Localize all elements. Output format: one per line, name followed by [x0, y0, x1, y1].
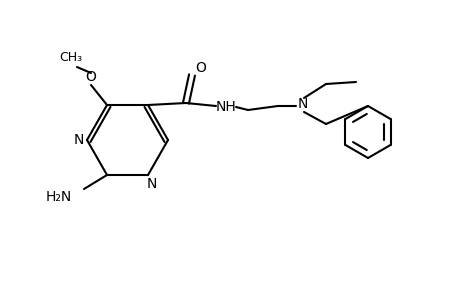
Text: N: N [297, 97, 308, 111]
Text: N: N [146, 177, 157, 191]
Text: N: N [73, 133, 84, 147]
Text: CH₃: CH₃ [59, 50, 82, 64]
Text: O: O [85, 70, 96, 84]
Text: O: O [195, 61, 206, 75]
Text: NH: NH [215, 100, 236, 114]
Text: H₂N: H₂N [45, 190, 72, 204]
